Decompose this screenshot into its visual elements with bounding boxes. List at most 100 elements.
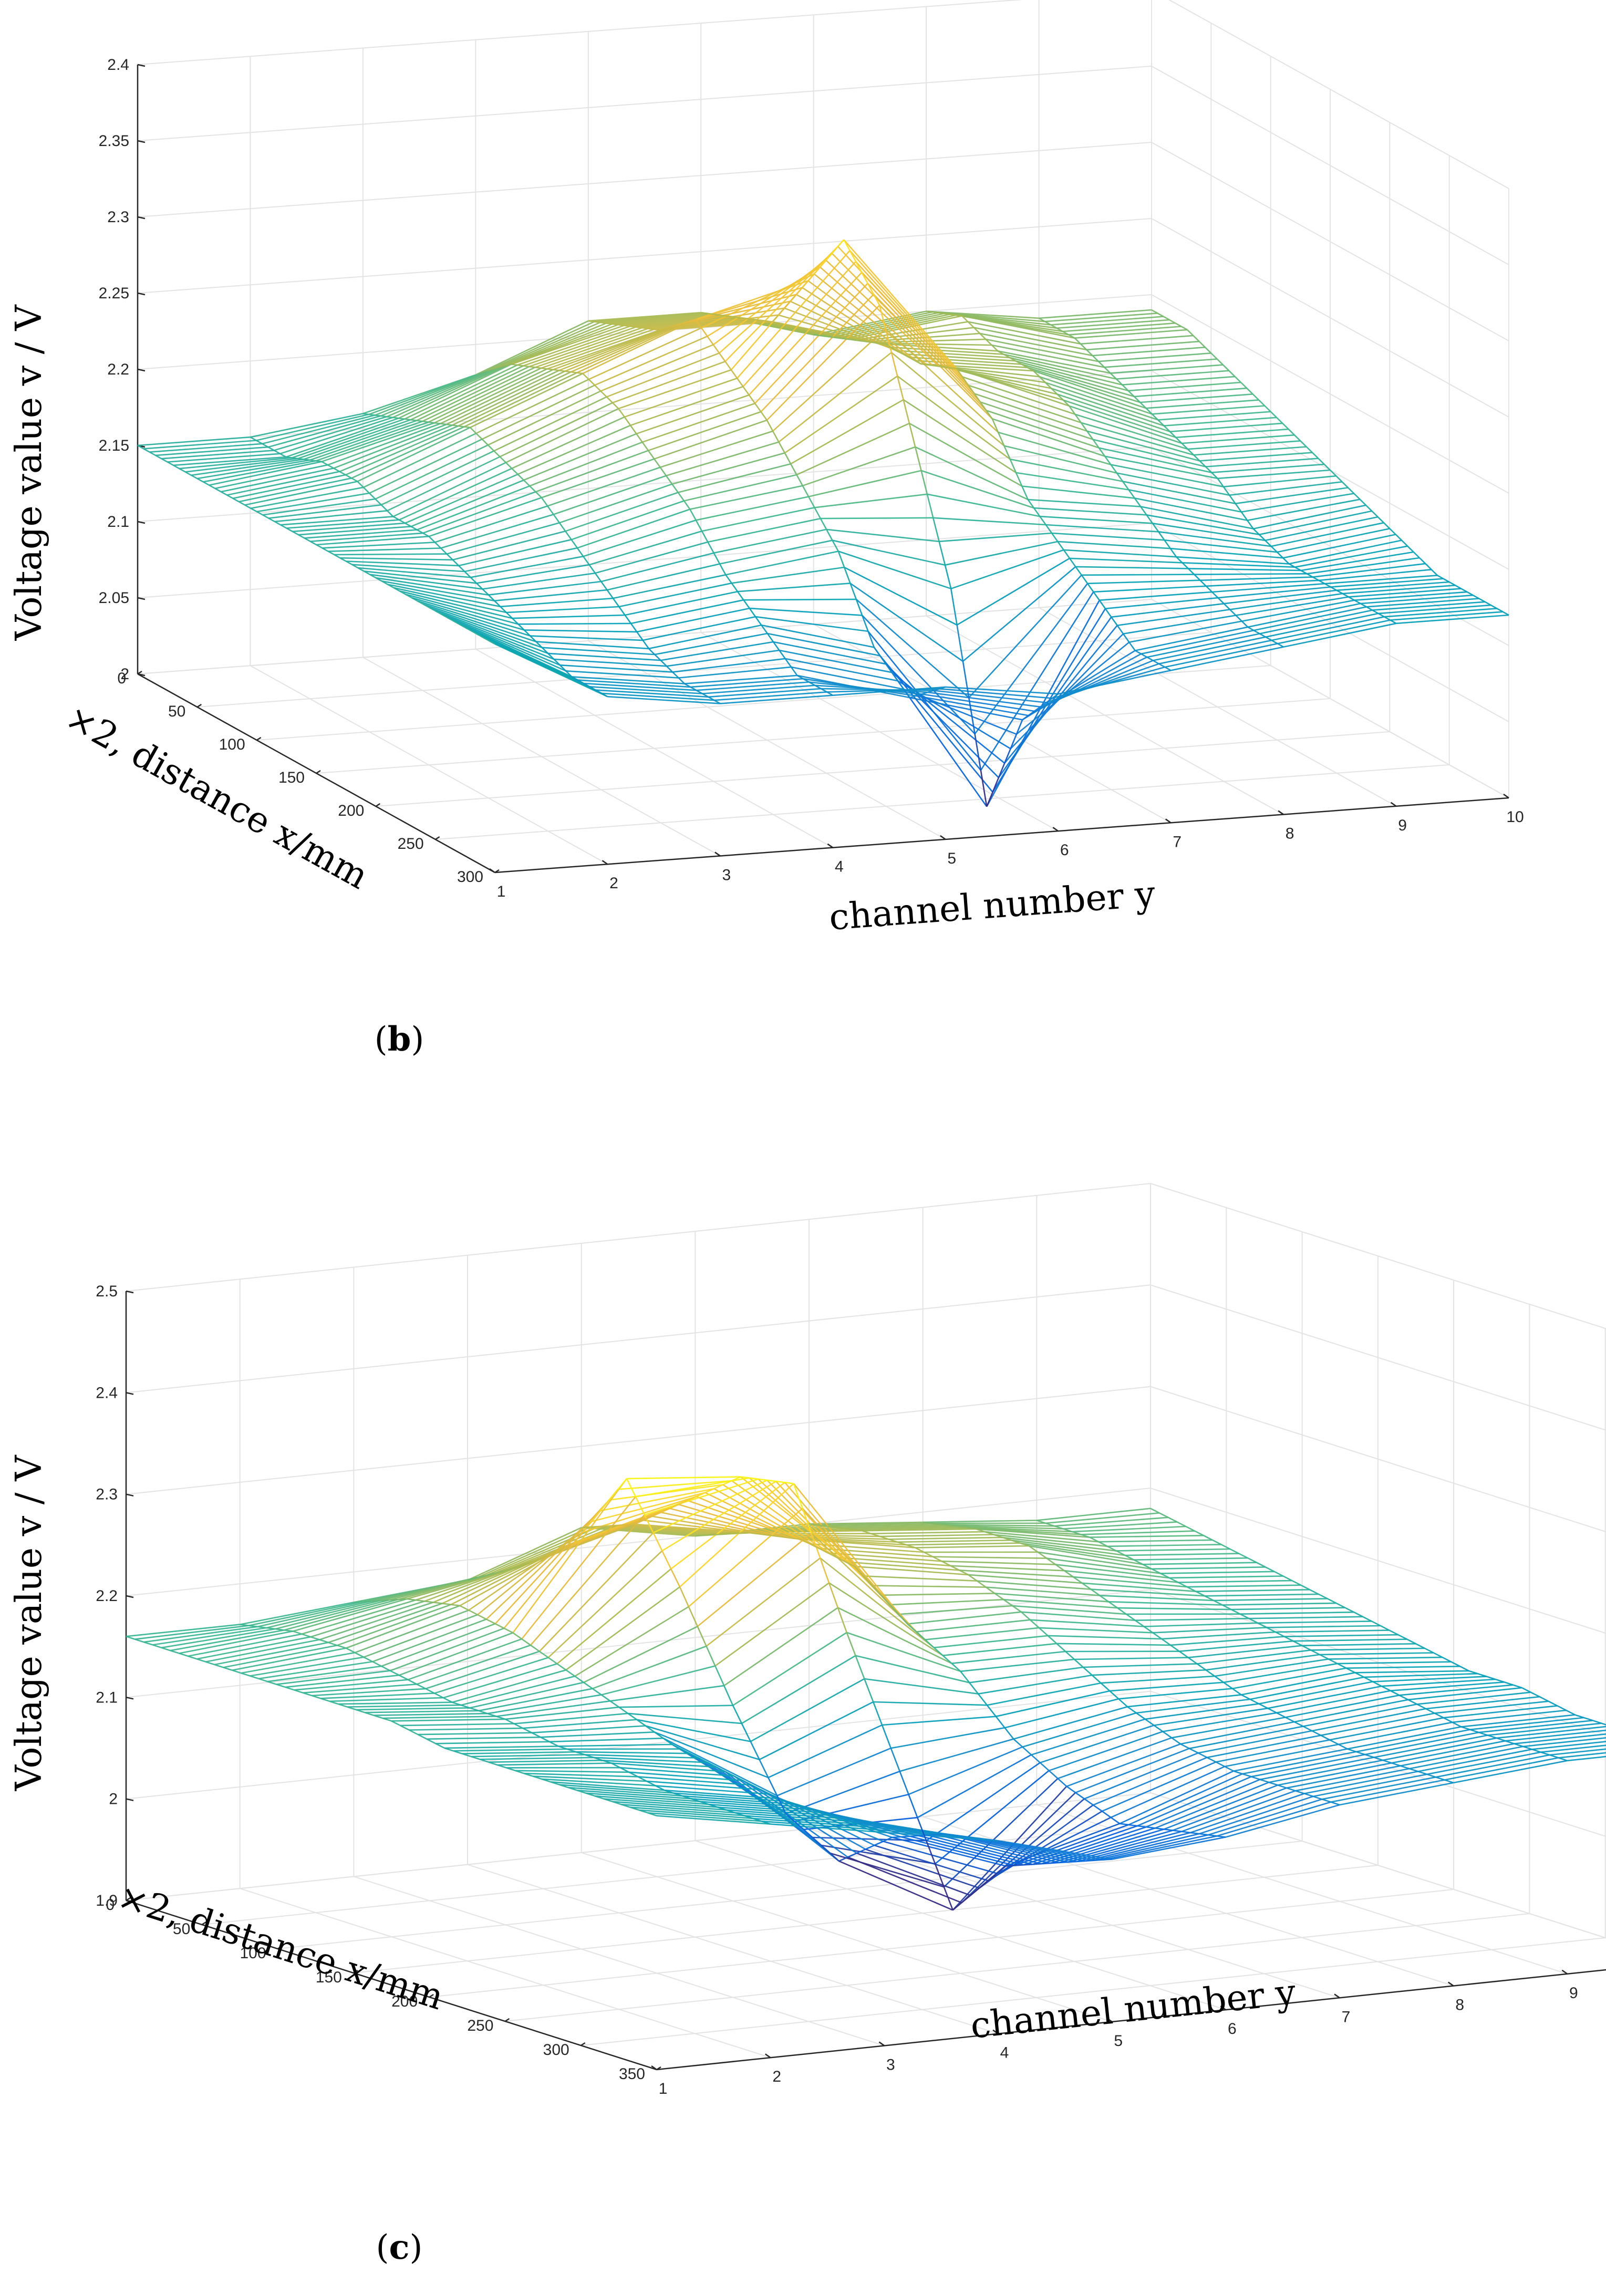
mesh-segment xyxy=(1003,445,1011,460)
mesh-segment xyxy=(1478,1731,1488,1736)
mesh-segment xyxy=(830,1852,945,1888)
mesh-segment xyxy=(593,1757,603,1761)
mesh-segment xyxy=(1256,1562,1266,1568)
mesh-segment xyxy=(995,1716,1006,1729)
mesh-segment xyxy=(971,1836,981,1840)
mesh-segment xyxy=(1383,522,1391,529)
z-tick-label: 2 xyxy=(120,666,129,683)
mesh-segment xyxy=(232,1647,346,1671)
mesh-segment xyxy=(855,599,863,616)
mesh-segment xyxy=(503,1627,513,1634)
channel-tick-label: 7 xyxy=(1173,833,1182,850)
mesh-segment xyxy=(1347,1748,1356,1753)
mesh-segment xyxy=(485,1573,494,1576)
mesh-segment xyxy=(602,692,714,701)
mesh-segment xyxy=(1400,1743,1515,1767)
mesh-segment xyxy=(943,1886,954,1910)
mesh-segment xyxy=(1197,1649,1311,1665)
mesh-segment xyxy=(500,402,613,458)
mesh-segment xyxy=(1208,1834,1217,1837)
mesh-segment xyxy=(1045,1522,1055,1527)
mesh-segment xyxy=(875,1829,885,1833)
mesh-segment xyxy=(585,1792,595,1797)
mesh-segment xyxy=(607,695,720,704)
mesh-segment xyxy=(447,617,454,622)
mesh-segment xyxy=(548,652,661,661)
mesh-segment xyxy=(1136,1712,1146,1720)
mesh-segment xyxy=(918,1834,928,1836)
mesh-segment xyxy=(416,366,530,421)
mesh-segment xyxy=(654,419,768,460)
mesh-segment xyxy=(294,1679,408,1691)
mesh-segment xyxy=(572,676,685,684)
mesh-segment xyxy=(1313,1773,1427,1798)
mesh-segment xyxy=(267,1665,382,1682)
mesh-segment xyxy=(896,376,904,400)
mesh-segment xyxy=(696,496,809,521)
mesh-segment xyxy=(1335,475,1343,483)
mesh-segment xyxy=(535,328,648,368)
z-tick-mark xyxy=(126,1392,134,1395)
mesh-segment xyxy=(1381,1685,1391,1691)
mesh-segment xyxy=(1063,549,1177,558)
mesh-segment xyxy=(621,1803,735,1814)
mesh-segment xyxy=(909,695,916,699)
mesh-segment xyxy=(602,1760,717,1768)
mesh-segment xyxy=(1431,569,1438,576)
mesh-segment xyxy=(500,606,507,613)
mesh-segment xyxy=(962,566,1076,662)
mesh-segment xyxy=(576,372,583,375)
mesh-segment xyxy=(1306,573,1313,578)
mesh-segment xyxy=(467,1577,477,1581)
mesh-segment xyxy=(690,1798,700,1802)
mesh-segment xyxy=(275,1599,390,1630)
mesh-segment xyxy=(512,614,625,619)
mesh-segment xyxy=(429,607,436,612)
mesh-segment xyxy=(976,1528,985,1533)
mesh-segment xyxy=(533,1775,647,1782)
mesh-segment xyxy=(319,1639,329,1644)
mesh-segment xyxy=(1029,1619,1040,1628)
mesh-segment xyxy=(524,1772,638,1778)
mesh-segment xyxy=(1092,1669,1206,1676)
mesh-segment xyxy=(642,402,755,443)
mesh-segment xyxy=(387,416,393,419)
mesh-segment xyxy=(1120,1823,1129,1826)
mesh-segment xyxy=(741,1723,751,1742)
mesh-segment xyxy=(779,649,893,673)
mesh-segment xyxy=(1136,1698,1250,1714)
mesh-segment xyxy=(1239,1613,1249,1619)
mesh-segment xyxy=(819,259,827,268)
mesh-segment xyxy=(1214,1675,1224,1683)
mesh-segment xyxy=(1557,1705,1567,1711)
mesh-segment xyxy=(973,327,981,334)
mesh-segment xyxy=(495,1623,505,1629)
mesh-segment xyxy=(1073,1576,1083,1584)
mesh-segment xyxy=(636,631,644,641)
mesh-segment xyxy=(925,1840,936,1864)
mesh-segment xyxy=(760,1789,770,1795)
mesh-segment xyxy=(1217,597,1225,605)
mesh-segment xyxy=(409,1729,419,1736)
mesh-segment xyxy=(915,446,1029,501)
mesh-segment xyxy=(494,589,607,601)
mesh-segment xyxy=(173,464,180,470)
mesh-segment xyxy=(380,1599,389,1602)
mesh-segment xyxy=(514,1712,628,1724)
mesh-segment xyxy=(590,1525,599,1528)
mesh-segment xyxy=(487,369,494,372)
mesh-segment xyxy=(320,1692,435,1699)
mesh-segment xyxy=(761,625,768,634)
mesh-segment xyxy=(434,542,442,549)
mesh-segment xyxy=(241,1672,251,1677)
mesh-segment xyxy=(645,1725,655,1733)
mesh-segment xyxy=(499,323,613,369)
mesh-segment xyxy=(1153,636,1266,661)
mesh-segment xyxy=(1028,498,1141,507)
mesh-segment xyxy=(1080,343,1087,350)
mesh-segment xyxy=(1110,1816,1121,1824)
mesh-segment xyxy=(1027,367,1034,372)
mesh-segment xyxy=(672,671,679,679)
mesh-segment xyxy=(701,507,815,532)
mesh-segment xyxy=(933,517,1046,526)
